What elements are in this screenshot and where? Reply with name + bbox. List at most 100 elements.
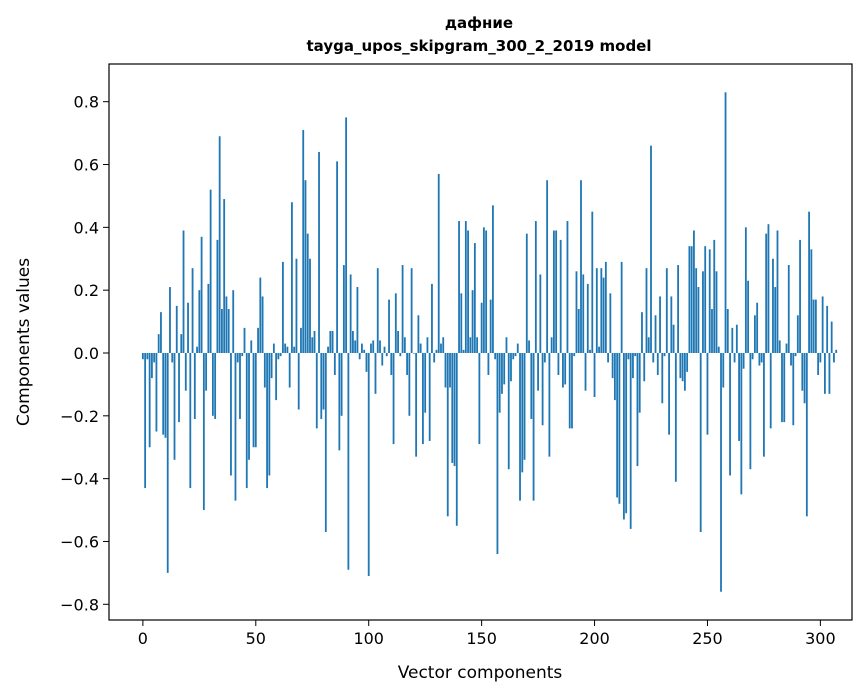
bar bbox=[647, 337, 650, 353]
bar bbox=[469, 337, 472, 353]
bar bbox=[634, 352, 637, 357]
bar bbox=[376, 268, 379, 353]
bar bbox=[668, 352, 670, 435]
bar bbox=[602, 277, 605, 353]
bar bbox=[397, 331, 399, 353]
bar bbox=[198, 290, 201, 353]
bar bbox=[446, 352, 449, 517]
bar bbox=[458, 221, 460, 353]
bar bbox=[763, 352, 765, 457]
bar bbox=[254, 352, 257, 448]
bar bbox=[577, 309, 580, 353]
bar bbox=[162, 352, 165, 435]
bar bbox=[620, 261, 623, 353]
bar bbox=[205, 352, 208, 391]
y-tick-label: 0.4 bbox=[74, 218, 99, 237]
bar bbox=[824, 352, 826, 394]
bar bbox=[591, 211, 594, 353]
bar bbox=[530, 352, 533, 419]
bar bbox=[394, 293, 397, 353]
bar bbox=[426, 337, 429, 353]
bar bbox=[600, 268, 603, 353]
bar bbox=[720, 352, 722, 592]
bar bbox=[268, 352, 271, 476]
bar bbox=[632, 352, 634, 379]
bar bbox=[767, 224, 770, 353]
bar bbox=[541, 352, 544, 426]
bar bbox=[245, 352, 248, 489]
bar bbox=[699, 352, 702, 533]
bar bbox=[311, 337, 314, 353]
bar bbox=[356, 287, 359, 353]
bar bbox=[543, 352, 546, 363]
x-axis-ticks: 0 50 100 150 200 250 300 bbox=[138, 620, 836, 648]
bar bbox=[241, 352, 244, 357]
bar bbox=[313, 331, 316, 353]
bar bbox=[774, 287, 777, 353]
bar bbox=[492, 205, 494, 353]
bar bbox=[236, 352, 239, 363]
bar bbox=[300, 327, 302, 353]
bar bbox=[742, 352, 745, 369]
bar bbox=[711, 309, 713, 353]
bar bbox=[363, 349, 366, 353]
bar bbox=[327, 346, 329, 353]
bar bbox=[525, 233, 528, 353]
bar bbox=[320, 352, 323, 419]
bar bbox=[347, 352, 350, 570]
bar bbox=[216, 239, 219, 353]
bar bbox=[467, 230, 469, 353]
bar bbox=[683, 352, 686, 391]
bar bbox=[227, 309, 230, 353]
bar bbox=[218, 136, 221, 353]
bar bbox=[230, 352, 232, 476]
bar bbox=[717, 346, 720, 353]
x-tick-label: 250 bbox=[692, 629, 723, 648]
bar bbox=[519, 352, 521, 501]
bar bbox=[293, 346, 296, 353]
y-tick-label: −0.6 bbox=[60, 532, 99, 551]
bar bbox=[435, 349, 438, 353]
bar bbox=[252, 352, 255, 448]
bar bbox=[722, 352, 725, 388]
bar bbox=[539, 274, 542, 353]
bar bbox=[819, 352, 822, 363]
bar bbox=[753, 315, 756, 353]
bar bbox=[169, 287, 171, 353]
bar bbox=[584, 352, 587, 391]
bar bbox=[302, 129, 305, 353]
bar bbox=[175, 305, 178, 353]
bar bbox=[510, 352, 512, 382]
bar bbox=[674, 352, 677, 482]
bar bbox=[805, 352, 808, 517]
bar bbox=[801, 352, 804, 391]
bar bbox=[342, 265, 345, 353]
bar bbox=[248, 352, 250, 460]
bar bbox=[521, 352, 524, 473]
bar bbox=[663, 352, 666, 357]
bar bbox=[516, 343, 519, 353]
bars-group bbox=[141, 92, 838, 592]
bar bbox=[209, 189, 212, 353]
bar bbox=[223, 199, 226, 353]
bar bbox=[582, 274, 585, 353]
x-tick-label: 100 bbox=[353, 629, 384, 648]
bar bbox=[681, 352, 684, 382]
bar bbox=[160, 312, 162, 353]
bar bbox=[187, 302, 189, 353]
bar bbox=[286, 346, 289, 353]
bar bbox=[336, 161, 338, 353]
bar bbox=[498, 352, 501, 413]
bar bbox=[191, 268, 194, 353]
bar bbox=[706, 352, 709, 435]
bar bbox=[781, 352, 783, 423]
bar bbox=[270, 352, 273, 379]
bar bbox=[747, 280, 750, 353]
bar bbox=[211, 352, 214, 416]
bar bbox=[352, 331, 354, 353]
bar bbox=[580, 180, 582, 353]
bar bbox=[534, 221, 537, 353]
bar bbox=[349, 274, 352, 353]
bar bbox=[259, 277, 262, 353]
